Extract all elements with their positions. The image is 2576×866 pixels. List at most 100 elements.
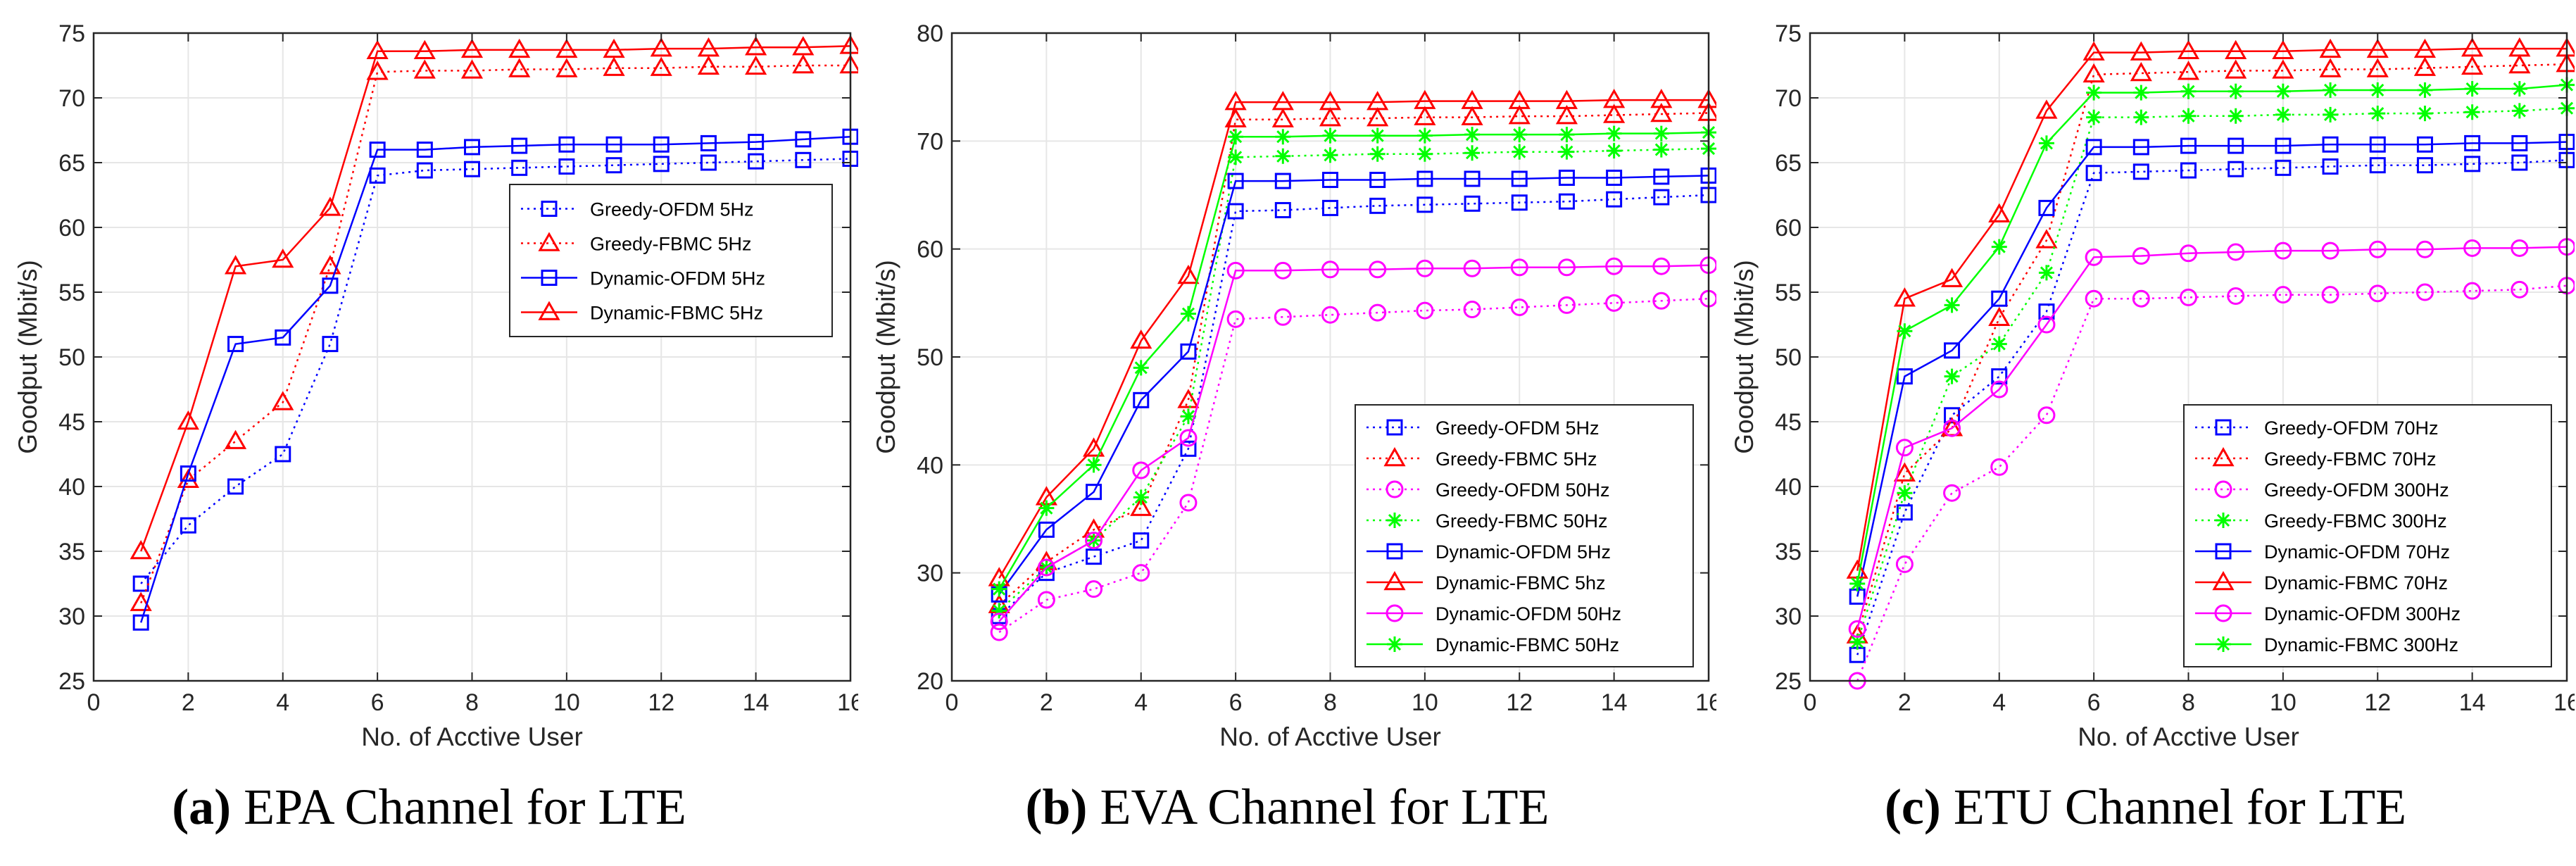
tick-labels: 0 2 4 6 8 10 12 14 16 25 30 35 40 45 50 55 60 65 70 75 — [1775, 20, 2575, 716]
data-point — [1179, 494, 1198, 512]
x-tick-label: 12 — [648, 689, 674, 716]
data-point — [2177, 61, 2200, 80]
data-point — [366, 61, 389, 80]
data-point — [1133, 391, 1150, 408]
y-tick-label: 80 — [917, 20, 943, 47]
data-point — [180, 517, 196, 534]
data-point — [1510, 258, 1528, 277]
data-point — [2225, 39, 2247, 60]
data-point — [2368, 240, 2387, 258]
legend-label: Greedy-OFDM 300Hz — [2264, 479, 2449, 501]
data-point — [2180, 162, 2197, 179]
legend-item: Dynamic-FBMC 5hz — [1366, 570, 1606, 594]
data-point — [558, 158, 575, 175]
x-tick-label: 0 — [945, 689, 959, 716]
data-point — [2035, 99, 2058, 119]
y-tick-label: 40 — [1775, 474, 1802, 501]
data-point — [990, 613, 1008, 631]
data-point — [1226, 261, 1245, 280]
data-point — [2323, 82, 2339, 98]
data-point — [1893, 462, 1916, 482]
series-line — [1856, 84, 2568, 584]
data-point — [1653, 168, 1670, 185]
data-point — [2275, 83, 2291, 99]
data-point — [1275, 148, 1291, 164]
series-greedy-ofdm-5hz — [991, 187, 1716, 625]
data-point — [1322, 172, 1338, 189]
series-line — [140, 135, 851, 623]
data-point — [1463, 259, 1481, 277]
data-point — [2227, 287, 2245, 306]
legend-label: Greedy-FBMC 300Hz — [2264, 510, 2447, 532]
data-point — [2368, 284, 2387, 303]
legend-marker — [1386, 604, 1404, 622]
legend-label: Dynamic-OFDM 50Hz — [1435, 603, 1621, 625]
data-point — [2415, 283, 2434, 301]
legend-item: Greedy-FBMC 50Hz — [1366, 510, 1608, 532]
data-point — [1464, 145, 1481, 161]
data-point — [1416, 301, 1434, 320]
data-point — [1416, 146, 1433, 162]
y-tick-label: 35 — [58, 539, 85, 565]
data-point — [2417, 82, 2433, 98]
data-point — [1086, 484, 1102, 501]
legend-item: Greedy-OFDM 5Hz — [521, 199, 754, 220]
data-point — [413, 39, 436, 60]
x-tick-label: 12 — [1506, 689, 1533, 716]
series-dynamic-ofdm-5hz — [991, 167, 1716, 603]
data-point — [2082, 41, 2105, 61]
data-point — [1322, 127, 1338, 144]
data-point — [1461, 106, 1483, 125]
legend-marker — [1383, 570, 1406, 591]
caption-tag: (a) — [172, 779, 232, 835]
legend-item: Dynamic-FBMC 70Hz — [2195, 570, 2448, 594]
data-point — [2180, 137, 2197, 154]
data-point — [1606, 169, 1623, 186]
data-point — [1085, 580, 1103, 598]
data-point — [1464, 170, 1481, 187]
chart-caption-eva: (b) EVA Channel for LTE — [858, 778, 1716, 836]
data-point — [1895, 439, 1914, 457]
data-point — [700, 134, 717, 151]
data-point — [1508, 89, 1531, 109]
y-axis-label: Goodput (Mbit/s) — [872, 260, 900, 454]
data-point — [2370, 106, 2386, 122]
data-point — [2038, 199, 2055, 216]
legend-item: Dynamic-OFDM 300Hz — [2195, 603, 2461, 625]
data-point — [1653, 125, 1669, 142]
x-tick-label: 12 — [2364, 689, 2391, 716]
data-point — [2275, 106, 2291, 123]
data-point — [1082, 437, 1105, 457]
data-point — [508, 38, 531, 58]
data-point — [224, 255, 247, 275]
y-tick-label: 55 — [1775, 280, 1802, 306]
chart-caption-epa: (a) EPA Channel for LTE — [0, 778, 858, 836]
data-point — [2180, 288, 2197, 306]
chart-caption-etu: (c) ETU Channel for LTE — [1716, 778, 2575, 836]
data-point — [130, 591, 152, 611]
data-point — [1416, 127, 1433, 144]
legend-box — [509, 184, 833, 337]
data-point — [603, 56, 625, 76]
data-point — [2321, 286, 2339, 304]
tick-labels: 0 2 4 6 8 10 12 14 16 25 30 35 40 45 50 55 60 65 70 75 — [58, 20, 858, 716]
legend: Greedy-OFDM 70Hz Greedy-FBMC 70Hz Greedy-O… — [2183, 404, 2552, 667]
x-tick-label: 8 — [465, 689, 479, 716]
data-point — [1512, 127, 1528, 143]
series-line — [998, 194, 1709, 617]
data-point — [555, 38, 578, 58]
data-point — [2132, 139, 2149, 156]
data-point — [745, 36, 767, 56]
legend-marker — [2212, 446, 2235, 467]
x-tick-label: 8 — [1324, 689, 1337, 716]
data-point — [1991, 336, 2007, 352]
data-point — [653, 156, 670, 172]
data-point — [1990, 458, 2009, 476]
data-point — [2275, 159, 2292, 176]
caption-tag: (b) — [1025, 779, 1088, 835]
x-tick-label: 16 — [837, 689, 858, 716]
data-point — [1180, 440, 1197, 457]
data-point — [1893, 287, 1916, 307]
legend-marker — [1387, 513, 1402, 528]
data-point — [1944, 368, 1960, 384]
